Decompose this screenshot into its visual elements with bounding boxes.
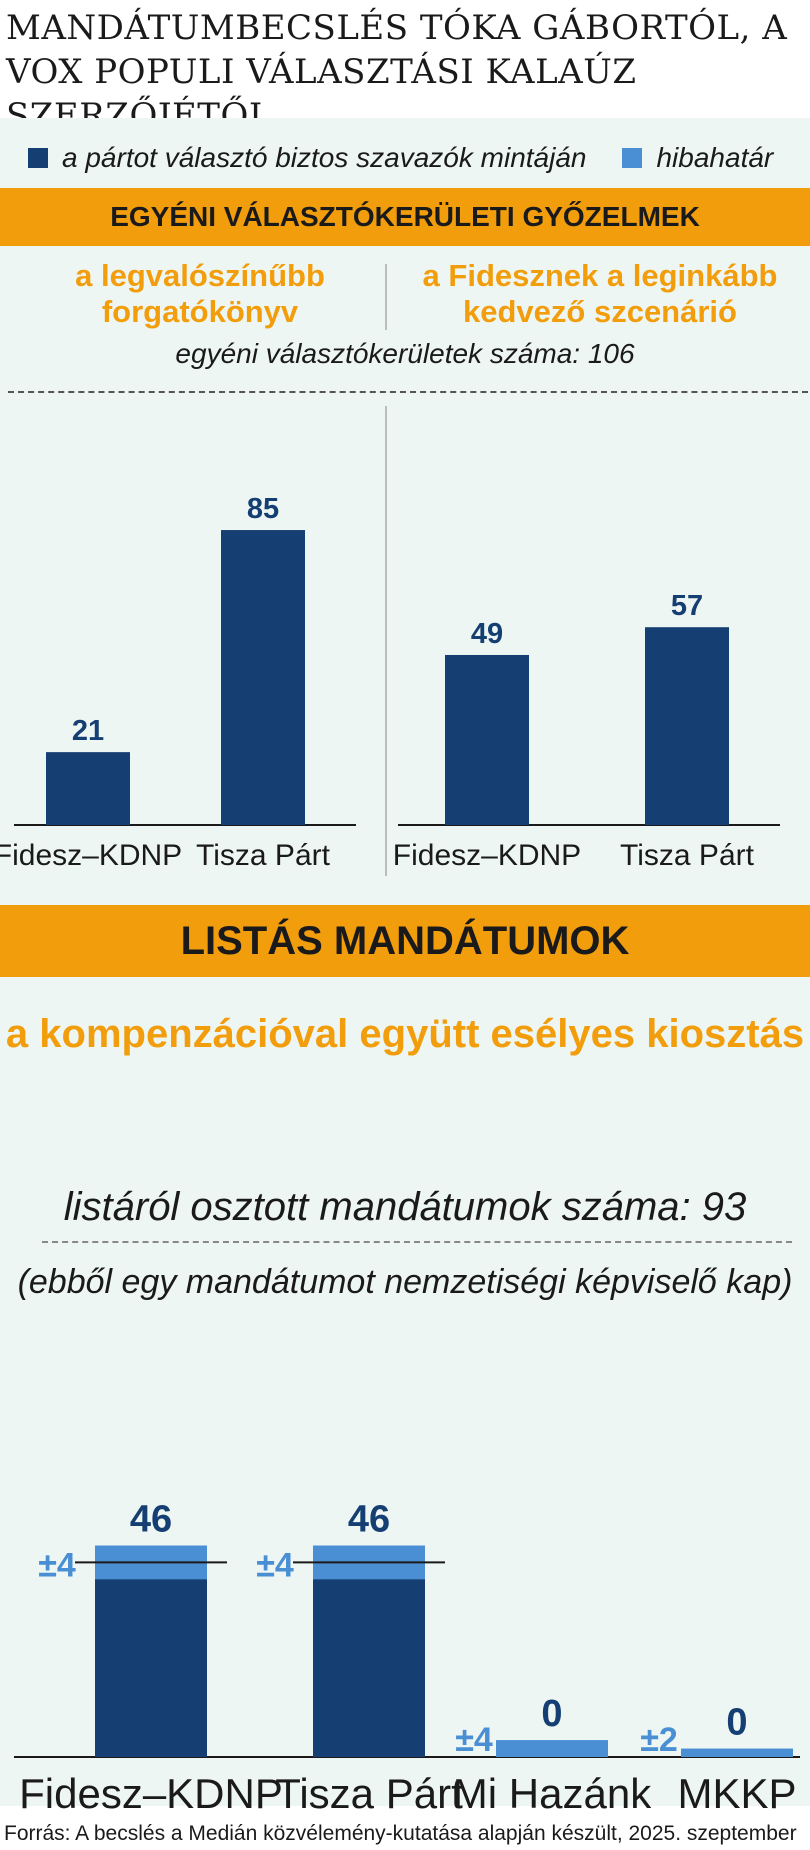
section2-dashed-divider xyxy=(42,1241,792,1243)
chart3-error-label-3: ±2 xyxy=(640,1721,678,1759)
chart1-bar-0 xyxy=(46,752,130,825)
chart2-bar-0 xyxy=(445,654,529,825)
chart3-error-band-3 xyxy=(681,1748,793,1757)
chart3-value-label-0: 46 xyxy=(130,1499,172,1541)
chart1-bar-1 xyxy=(221,530,305,825)
source-note: Forrás: A becslés a Medián közvélemény-k… xyxy=(4,1822,797,1845)
chart2-category-label-1: Tisza Párt xyxy=(620,839,755,872)
section1-band: EGYÉNI VÁLASZTÓKERÜLETI GYŐZELMEK xyxy=(0,188,810,246)
chart2-value-label-0: 49 xyxy=(471,618,503,650)
legend-item-error: hibahatár xyxy=(622,142,773,174)
section2-band: LISTÁS MANDÁTUMOK xyxy=(0,905,810,977)
chart3-category-label-0: Fidesz–KDNP xyxy=(19,1770,283,1817)
chart1-value-label-0: 21 xyxy=(72,715,104,747)
section1-dashed-divider xyxy=(8,391,808,393)
chart3-value-label-3: 0 xyxy=(726,1702,747,1744)
subtitle-divider xyxy=(385,264,387,330)
chart3-error-label-0: ±4 xyxy=(38,1546,76,1584)
chart1-value-label-1: 85 xyxy=(247,493,279,525)
section2-note2: (ebből egy mandátumot nemzetiségi képvis… xyxy=(17,1263,793,1301)
chart3-value-label-2: 0 xyxy=(541,1693,562,1735)
chart2-category-label-0: Fidesz–KDNP xyxy=(393,839,581,872)
chart3-value-label-1: 46 xyxy=(348,1499,390,1541)
section1-left-subtitle: a legvalószínűbb forgatókönyv xyxy=(75,258,325,329)
legend-swatch-sample xyxy=(28,148,48,168)
legend-swatch-error xyxy=(622,148,643,168)
section2-note: listáról osztott mandátumok száma: 93 xyxy=(63,1185,747,1229)
section1-right-subtitle: a Fidesznek a leginkább kedvező szcenári… xyxy=(422,258,778,329)
chart3-error-label-1: ±4 xyxy=(256,1546,294,1584)
page-title: MANDÁTUMBECSLÉS TÓKA GÁBORTÓL, A VOX POP… xyxy=(6,8,788,136)
chart3-bar-1 xyxy=(313,1545,425,1757)
chart3-category-label-1: Tisza Párt xyxy=(275,1770,463,1817)
chart3-error-label-2: ±4 xyxy=(455,1721,493,1759)
section2-subtitle: a kompenzációval együtt esélyes kiosztás xyxy=(5,1012,805,1056)
chart2-value-label-1: 57 xyxy=(671,590,703,622)
chart1-category-label-0: Fidesz–KDNP xyxy=(0,839,182,872)
legend-label-error: hibahatár xyxy=(656,142,774,173)
chart3-error-band-2 xyxy=(496,1740,608,1757)
legend-item-sample: a pártot választó biztos szavazók mintáj… xyxy=(28,142,586,174)
chart3-bar-0 xyxy=(95,1545,207,1757)
section1-note: egyéni választókerületek száma: 106 xyxy=(175,338,635,369)
legend: a pártot választó biztos szavazók mintáj… xyxy=(28,138,809,178)
chart1-category-label-1: Tisza Párt xyxy=(196,839,331,872)
chart3-category-label-2: Mi Hazánk xyxy=(453,1770,652,1817)
legend-label-sample: a pártot választó biztos szavazók mintáj… xyxy=(62,142,587,173)
chart3-category-label-3: MKKP xyxy=(677,1770,796,1817)
chart-divider xyxy=(385,406,387,876)
chart2-bar-1 xyxy=(645,627,729,825)
